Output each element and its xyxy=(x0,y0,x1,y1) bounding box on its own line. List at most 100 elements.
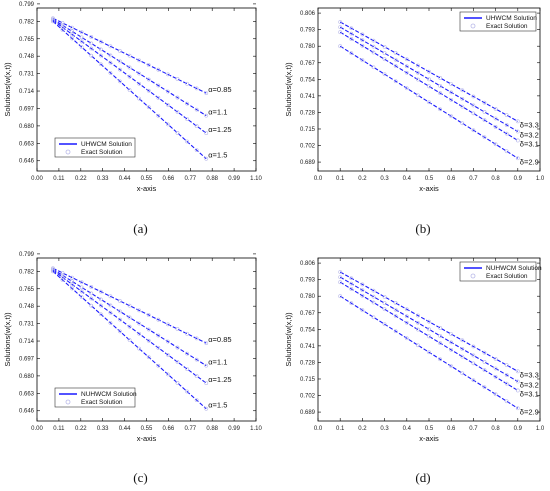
exact-solution-marker xyxy=(194,374,199,378)
exact-solution-marker xyxy=(166,352,170,357)
series-line xyxy=(52,19,207,134)
series-line xyxy=(52,270,207,410)
exact-solution-marker xyxy=(493,107,498,111)
exact-solution-marker xyxy=(427,100,431,105)
y-tick-label: 0.728 xyxy=(300,110,316,116)
y-tick-label: 0.748 xyxy=(19,304,35,310)
series-line xyxy=(52,269,207,384)
x-tick-label: 0.7 xyxy=(469,426,478,432)
exact-solution-marker xyxy=(79,280,84,285)
y-tick-label: 0.741 xyxy=(300,344,316,350)
exact-solution-marker xyxy=(427,84,431,89)
exact-solution-marker xyxy=(89,303,94,308)
exact-solution-marker xyxy=(338,270,343,274)
exact-solution-marker xyxy=(156,345,161,350)
legend-box xyxy=(459,261,537,282)
x-tick-label: 0.77 xyxy=(184,176,196,182)
exact-solution-marker xyxy=(493,375,498,379)
exact-solution-marker xyxy=(98,297,103,302)
exact-solution-marker xyxy=(108,44,113,49)
y-tick-label: 0.702 xyxy=(300,144,316,150)
exact-solution-marker xyxy=(146,105,151,110)
exact-solution-marker xyxy=(338,44,343,49)
series-line xyxy=(339,295,519,409)
exact-solution-marker xyxy=(371,50,376,55)
exact-solution-marker xyxy=(460,88,465,93)
exact-solution-marker xyxy=(185,367,189,371)
exact-solution-marker xyxy=(156,67,161,72)
x-tick-label: 0.11 xyxy=(53,426,65,432)
exact-solution-marker xyxy=(89,291,94,296)
y-tick-label: 0.728 xyxy=(300,360,316,366)
x-tick-label: 0.1 xyxy=(336,426,345,432)
y-axis-label: Solutions(w(x,t)) xyxy=(284,312,293,367)
series-annotation: δ=3.3 xyxy=(520,370,539,379)
exact-solution-marker xyxy=(371,300,376,305)
series-annotation: α=1.1 xyxy=(208,108,227,117)
exact-solution-marker xyxy=(204,113,209,118)
y-tick-label: 0.646 xyxy=(19,409,35,415)
exact-solution-marker xyxy=(70,25,74,30)
series-line xyxy=(52,18,207,117)
exact-solution-marker xyxy=(393,301,398,305)
exact-solution-marker xyxy=(79,35,84,40)
exact-solution-marker xyxy=(493,125,498,129)
exact-solution-marker xyxy=(194,357,199,362)
exact-solution-marker xyxy=(382,44,387,49)
exact-solution-marker xyxy=(393,57,398,62)
exact-solution-marker xyxy=(338,275,343,280)
exact-solution-marker xyxy=(146,88,151,93)
exact-solution-marker xyxy=(415,343,420,348)
chart-panel-4: 0.0 0.1 0.2 0.3 0.4 0.5 0.6 0.7 0.8 0.9 1.0 0.689 0.… xyxy=(284,257,545,485)
exact-solution-marker xyxy=(482,350,487,355)
y-tick-label: 0.799 xyxy=(19,252,35,258)
exact-solution-marker xyxy=(175,77,180,81)
exact-solution-marker xyxy=(60,278,65,282)
exact-solution-marker xyxy=(338,30,343,35)
exact-solution-marker xyxy=(137,81,142,86)
exact-solution-marker xyxy=(156,333,161,338)
exact-solution-marker xyxy=(175,131,180,135)
exact-solution-marker xyxy=(471,128,476,133)
exact-solution-marker xyxy=(166,322,170,327)
series-line xyxy=(52,268,207,367)
x-tick-label: 0.3 xyxy=(380,176,389,182)
exact-solution-marker xyxy=(404,64,409,69)
exact-solution-marker xyxy=(98,303,103,308)
exact-solution-marker xyxy=(460,338,465,343)
exact-solution-marker xyxy=(449,90,454,95)
exact-solution-marker xyxy=(79,289,84,294)
series-annotation: δ=3.2 xyxy=(520,381,539,390)
exact-solution-marker xyxy=(404,336,409,341)
exact-solution-marker xyxy=(382,51,387,56)
x-tick-label: 0.1 xyxy=(336,176,345,182)
x-tick-label: 0.00 xyxy=(31,176,43,182)
exact-solution-marker xyxy=(194,124,199,128)
y-tick-label: 0.663 xyxy=(19,391,35,397)
x-tick-label: 0.4 xyxy=(403,426,412,432)
exact-solution-marker xyxy=(460,371,465,376)
exact-solution-marker xyxy=(108,294,113,299)
exact-solution-marker xyxy=(137,346,142,351)
exact-solution-marker xyxy=(460,346,465,351)
exact-solution-marker xyxy=(482,118,487,123)
exact-solution-marker xyxy=(204,91,209,95)
exact-solution-marker xyxy=(415,93,420,98)
series-line xyxy=(339,276,519,382)
exact-solution-marker xyxy=(504,363,509,368)
exact-solution-marker xyxy=(427,69,431,74)
exact-solution-marker xyxy=(438,75,443,80)
x-tick-label: 0.22 xyxy=(75,426,87,432)
exact-solution-marker xyxy=(482,385,487,390)
x-tick-label: 1.10 xyxy=(250,176,262,182)
exact-solution-marker xyxy=(515,138,520,143)
exact-solution-marker xyxy=(427,327,431,332)
exact-solution-marker xyxy=(98,289,103,294)
exact-solution-marker xyxy=(404,320,409,325)
exact-solution-marker xyxy=(493,357,498,361)
exact-solution-marker xyxy=(449,332,454,336)
series-annotation: α=1.5 xyxy=(208,401,227,410)
series-annotation: δ=2.9 xyxy=(520,157,539,166)
exact-solution-marker xyxy=(349,281,354,286)
